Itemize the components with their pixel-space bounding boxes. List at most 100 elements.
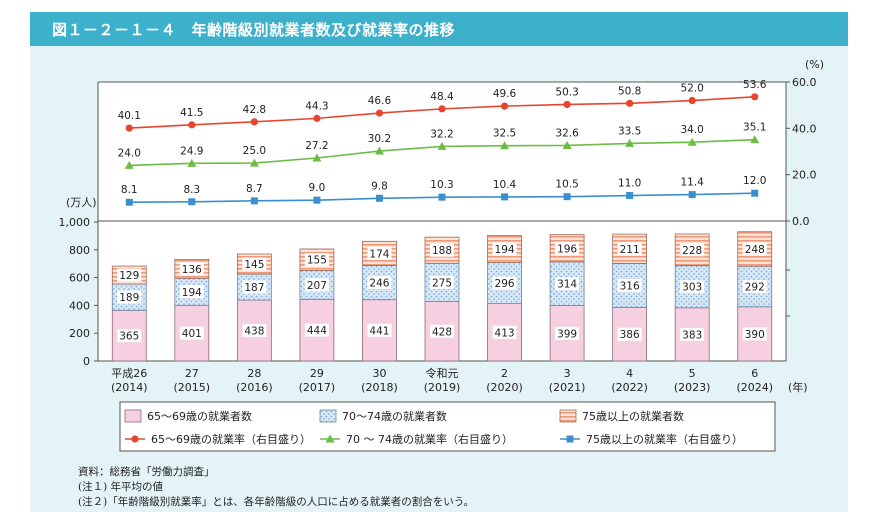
bar-value-label: 145	[244, 259, 264, 271]
line-value-label: 42.8	[243, 104, 266, 116]
line-point	[687, 137, 697, 146]
line-value-label: 46.6	[368, 95, 392, 107]
line-point	[688, 191, 696, 199]
legend-swatch	[124, 409, 142, 423]
line-point	[438, 105, 446, 113]
bar-label-bg	[179, 326, 204, 340]
bar-value-label: 383	[682, 329, 702, 341]
left-tick-label: 1,000	[59, 216, 91, 229]
line-point	[626, 192, 634, 200]
x-tick-label-year: (2024)	[736, 381, 773, 394]
x-tick-label-year: (2022)	[611, 381, 648, 394]
bar-value-label: 303	[682, 282, 702, 294]
bar-label-bg	[304, 253, 329, 267]
line-value-label: 48.4	[430, 91, 454, 103]
title-bar	[30, 12, 848, 46]
line-point	[325, 434, 335, 443]
bar-label-bg	[179, 285, 204, 299]
line-point	[187, 158, 197, 167]
line-value-label: 25.0	[243, 145, 266, 157]
bar-label-bg	[242, 324, 267, 338]
bar-label-bg	[492, 242, 517, 256]
line-value-label: 52.0	[680, 83, 703, 95]
line-point	[625, 138, 635, 147]
bar-label-bg	[242, 257, 267, 271]
bar-label-bg	[117, 290, 142, 304]
bar-label-bg	[680, 327, 705, 341]
line-point	[374, 146, 384, 155]
right-tick-label: 20.0	[792, 169, 817, 182]
line-point	[131, 435, 139, 443]
line-value-label: 8.3	[183, 184, 200, 196]
bar-label-bg	[242, 280, 267, 294]
line-point	[250, 197, 258, 205]
x-tick-label-year: (2014)	[111, 381, 148, 394]
x-tick-label-year: (2021)	[549, 381, 586, 394]
bar-value-label: 438	[244, 326, 264, 338]
legend-label: 65～69歳の就業率（右目盛り）	[151, 432, 311, 446]
left-tick-label: 800	[69, 244, 90, 257]
bar-value-label: 174	[369, 248, 389, 260]
line-point	[566, 435, 574, 443]
line-point	[312, 153, 322, 162]
legend-box	[119, 401, 776, 452]
line-point	[626, 99, 634, 107]
bar-value-label: 296	[495, 278, 515, 290]
x-tick-label-era: 2	[501, 367, 508, 380]
bar-value-label: 314	[557, 279, 577, 291]
right-axis-unit: (%)	[805, 58, 824, 71]
line-value-label: 44.3	[305, 100, 328, 112]
legend-label: 75歳以上の就業者数	[582, 409, 684, 423]
line-value-label: 9.0	[309, 182, 326, 194]
line-point	[188, 121, 196, 129]
bar-value-label: 390	[745, 329, 765, 341]
bar-label-bg	[367, 276, 392, 290]
bar-label-bg	[680, 243, 705, 257]
line-point	[437, 141, 447, 150]
x-tick-label-year: (2023)	[674, 381, 711, 394]
right-tick-label: 60.0	[792, 76, 817, 89]
line-point	[188, 198, 196, 206]
bar-label-bg	[179, 262, 204, 276]
bar-label-bg	[304, 278, 329, 292]
left-axis-unit: (万人)	[66, 196, 97, 209]
bar-label-bg	[367, 323, 392, 337]
line-point	[562, 140, 572, 149]
bar-label-bg	[555, 326, 580, 340]
bar-label-bg	[430, 275, 454, 289]
bar-label-bg	[367, 246, 392, 260]
bar-label-bg	[742, 279, 767, 293]
line-point	[751, 189, 759, 197]
bar-label-bg	[742, 327, 767, 341]
bar-value-label: 413	[495, 327, 515, 339]
left-tick-label: 400	[69, 299, 90, 312]
bar-value-label: 211	[620, 244, 640, 256]
bar-value-label: 188	[432, 245, 452, 257]
bar-value-label: 246	[369, 278, 389, 290]
bar-label-bg	[117, 329, 142, 343]
bar-label-bg	[430, 324, 454, 338]
bar-label-bg	[742, 242, 767, 256]
line-point	[688, 96, 696, 105]
line-value-label: 49.6	[493, 88, 517, 100]
bar-value-label: 194	[182, 287, 202, 299]
line-value-label: 30.2	[368, 133, 391, 145]
line-value-label: 50.3	[555, 86, 578, 98]
bar-value-label: 136	[182, 264, 202, 276]
line-value-label: 50.8	[618, 85, 641, 97]
bar-value-label: 275	[432, 277, 452, 289]
bar-value-label: 386	[620, 329, 640, 341]
bar-label-bg	[492, 276, 517, 290]
x-tick-label-era: 28	[247, 367, 261, 380]
bar-value-label: 228	[682, 245, 702, 257]
line-value-label: 24.9	[180, 145, 203, 157]
left-tick-label: 0	[83, 355, 90, 368]
x-tick-label-era: 29	[310, 367, 324, 380]
x-tick-label-year: (2015)	[174, 381, 211, 394]
legend-label: 65～69歳の就業者数	[147, 409, 252, 423]
line-value-label: 32.6	[555, 127, 579, 139]
line-value-label: 10.4	[493, 179, 517, 191]
bar-label-bg	[430, 243, 454, 257]
bar-value-label: 316	[620, 280, 640, 292]
line-point	[563, 193, 571, 201]
